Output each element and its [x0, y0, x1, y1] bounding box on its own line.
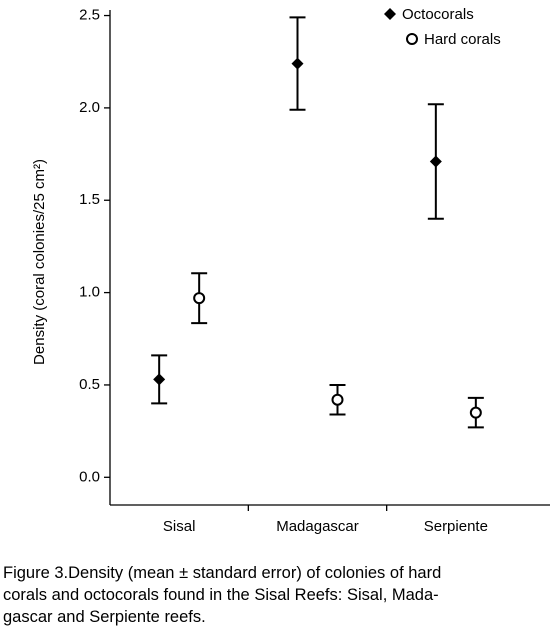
- point: [291, 57, 304, 70]
- point: [469, 406, 482, 419]
- caption-line: corals and octocorals found in the Sisal…: [3, 586, 439, 604]
- y-axis-label: Density (coral colonies/25 cm²): [31, 159, 48, 365]
- chart: Density (coral colonies/25 cm²) 0.0 0.5 1.…: [31, 6, 550, 535]
- legend-marker: [384, 8, 396, 20]
- x-tick-label: Madagascar: [276, 518, 359, 535]
- y-tick-label: 0.5: [79, 376, 100, 393]
- y-tick-label: 1.5: [79, 191, 100, 208]
- legend-marker: [406, 33, 418, 45]
- y-tick-label: 0.0: [79, 468, 100, 485]
- caption-line: gascar and Serpiente reefs.: [3, 608, 206, 626]
- point: [429, 155, 442, 168]
- point: [153, 373, 166, 386]
- caption: Figure 3.Density (mean ± standard error)…: [3, 562, 553, 628]
- caption-line: Figure 3.Density (mean ± standard error)…: [3, 564, 442, 582]
- point: [331, 393, 344, 406]
- x-tick-label: Serpiente: [424, 518, 488, 535]
- legend-label: Hard corals: [424, 31, 501, 48]
- x-tick-label: Sisal: [163, 518, 196, 535]
- point: [193, 292, 206, 305]
- y-tick-label: 1.0: [79, 284, 100, 301]
- y-tick-label: 2.0: [79, 99, 100, 116]
- y-tick-label: 2.5: [79, 7, 100, 24]
- legend-label: Octocorals: [402, 6, 474, 23]
